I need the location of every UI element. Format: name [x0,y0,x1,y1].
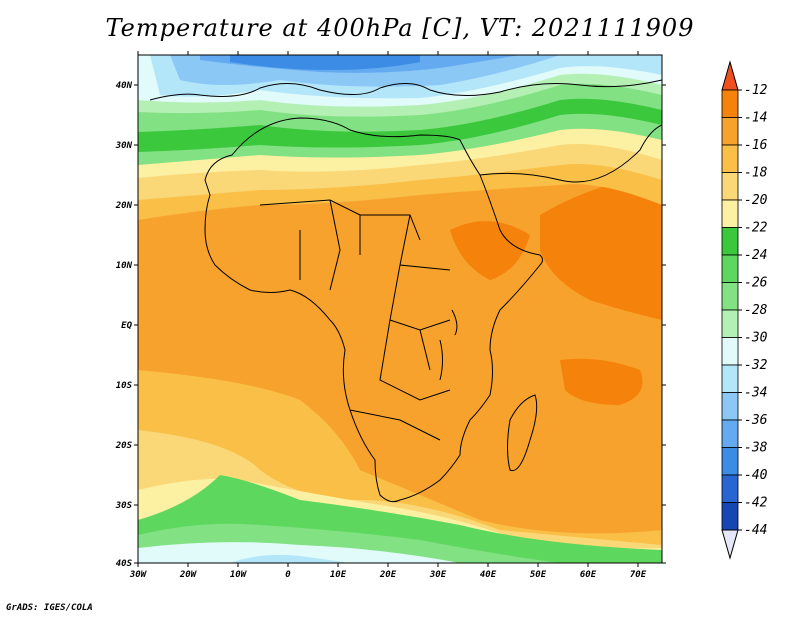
lat-tick-label: 20N [115,201,133,211]
colorbar-segment [721,89,739,118]
arabia-coast [479,124,662,183]
country-borders [259,199,451,441]
lat-tick-label: EQ [121,321,132,331]
colorbar-label: -30 [744,331,768,346]
lat-tick-label: 20S [115,441,133,451]
lon-tick-label: 20E [379,570,397,580]
africa-coast [204,117,543,503]
madagascar-coast [507,394,538,472]
colorbar-label: -14 [744,111,767,126]
colorbar-segment [721,144,739,173]
colorbar-label: -20 [744,193,768,208]
colorbar-label: -38 [744,441,768,456]
colorbar: -12 -14 -16 -18 -20 -22 -24 -26 -28 -30 -32 -34 -36 -… [721,60,768,560]
colorbar-segment [721,172,739,201]
lon-tick-label: 20W [179,570,198,580]
colorbar-segment [721,392,739,421]
colorbar-label: -44 [744,523,767,538]
colorbar-label: -22 [744,221,768,236]
colorbar-label: -26 [744,276,768,291]
south-cyan-band [138,542,460,563]
lakes [439,309,458,381]
temperature-field [138,55,662,563]
colorbar-top-arrow [721,60,739,91]
lon-tick-label: 60E [580,570,597,580]
colorbar-segment [721,117,739,146]
lat-tick-label: 30S [115,501,133,511]
indian-ocean-hot [560,358,643,405]
colorbar-segment [721,282,739,311]
colorbar-segment [721,309,739,338]
lat-tick-label: 40S [116,559,133,569]
colorbar-segment [721,199,739,228]
coastlines [149,79,662,503]
colorbar-label: -42 [744,496,768,511]
colorbar-label: -12 [744,83,768,98]
colorbar-segment [721,364,739,393]
colorbar-label: -18 [744,166,768,181]
lon-tick-label: 50E [530,570,547,580]
lon-tick-label: 10E [330,570,347,580]
north-core-blue [230,55,420,70]
grads-credit: GrADS: IGES/COLA [6,603,93,613]
lon-tick-label: 30W [129,570,148,580]
colorbar-label: -36 [744,413,768,428]
lon-tick-label: 70E [630,570,647,580]
south-blue-patch [230,554,350,563]
colorbar-label: -16 [744,138,768,153]
horn-hot [450,221,530,280]
colorbar-label: -32 [744,358,768,373]
lat-tick-label: 10N [116,261,133,271]
europe-coast [149,79,662,101]
colorbar-segment [721,254,739,283]
lat-tick-label: 40N [116,81,133,91]
colorbar-segment [721,447,739,476]
colorbar-segment [721,419,739,448]
colorbar-segment [721,502,739,531]
lat-tick-label: 30N [115,141,133,151]
map-title: Temperature at 400hPa [C], VT: 202111190… [105,14,695,42]
west-africa-core [230,219,340,290]
map-frame [137,54,663,564]
colorbar-label: -40 [744,468,768,483]
colorbar-label: -34 [744,386,767,401]
longitude-axis: 30W 20W 10W 0 10E 20E 30E 40E 50E 60E 70E [129,51,647,580]
lon-tick-label: 10W [230,570,248,580]
latitude-axis: 40N 30N 20N 10N EQ 10S 20S 30S 40S [115,81,666,569]
colorbar-bottom-arrow [721,529,739,560]
lon-tick-label: 40E [480,570,497,580]
lon-tick-label: 0 [285,570,291,580]
lon-tick-label: 30E [429,570,447,580]
colorbar-segment [721,474,739,503]
lat-tick-label: 10S [116,381,133,391]
colorbar-label: -24 [744,248,767,263]
colorbar-segment [721,337,739,366]
colorbar-label: -28 [744,303,768,318]
colorbar-segment [721,227,739,256]
arabian-sea-hot [540,175,662,320]
